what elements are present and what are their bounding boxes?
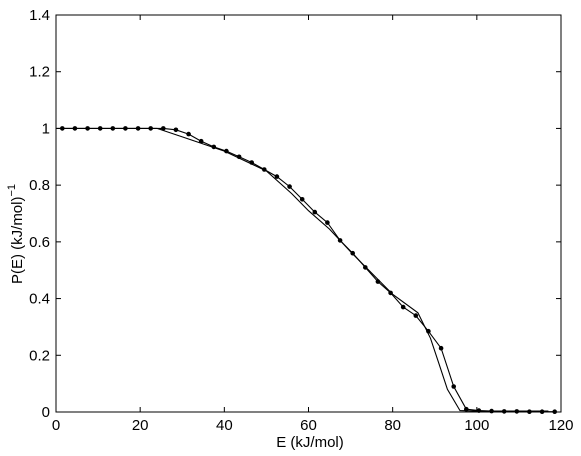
- data-point: [451, 384, 457, 389]
- x-axis-label: E (kJ/mol): [276, 434, 344, 451]
- y-tick-label: 0.4: [29, 291, 50, 308]
- data-point: [312, 209, 318, 215]
- data-point: [400, 304, 406, 310]
- data-point: [413, 313, 419, 318]
- y-axis-label: P(E) (kJ/mol)−1: [6, 184, 26, 284]
- series-line-2: [56, 127, 549, 412]
- x-tick-label: 40: [216, 417, 233, 434]
- y-tick-label: 1.2: [29, 64, 50, 81]
- data-point: [287, 184, 292, 189]
- data-point: [299, 197, 305, 202]
- y-tick-label: 0.2: [29, 347, 50, 364]
- plot-frame: [55, 14, 562, 413]
- x-tick-label: 20: [132, 417, 149, 434]
- data-point: [186, 131, 191, 137]
- y-tick-label: 0.6: [29, 234, 50, 251]
- data-point: [161, 126, 166, 131]
- data-point: [438, 345, 444, 351]
- x-tick-label: 100: [464, 417, 489, 434]
- y-axis-label-exponent: −1: [6, 184, 18, 197]
- series-layer: [56, 126, 557, 415]
- data-point: [173, 127, 179, 133]
- y-axis-label-group: P(E) (kJ/mol)−1: [6, 184, 26, 284]
- x-tick-label: 80: [384, 417, 401, 434]
- tick-layer: 0 20 40 60 80 100 120 0 0.2 0.4 0.6 0.8 1 1.2 1.4: [29, 7, 573, 434]
- y-axis-label-text: P(E) (kJ/mol): [9, 197, 26, 285]
- y-tick-label: 0.8: [29, 177, 50, 194]
- x-tick-label: 120: [548, 417, 573, 434]
- data-point: [552, 409, 557, 415]
- data-point: [325, 220, 330, 225]
- y-tick-label: 1.4: [29, 7, 50, 24]
- data-point: [274, 174, 280, 179]
- y-tick-label: 1: [42, 120, 50, 137]
- data-point: [539, 409, 545, 415]
- data-point: [527, 409, 532, 415]
- plot-area: [55, 14, 562, 413]
- y-tick-label: 0: [42, 404, 50, 421]
- x-tick-label: 60: [300, 417, 317, 434]
- x-tick-label: 0: [52, 417, 60, 434]
